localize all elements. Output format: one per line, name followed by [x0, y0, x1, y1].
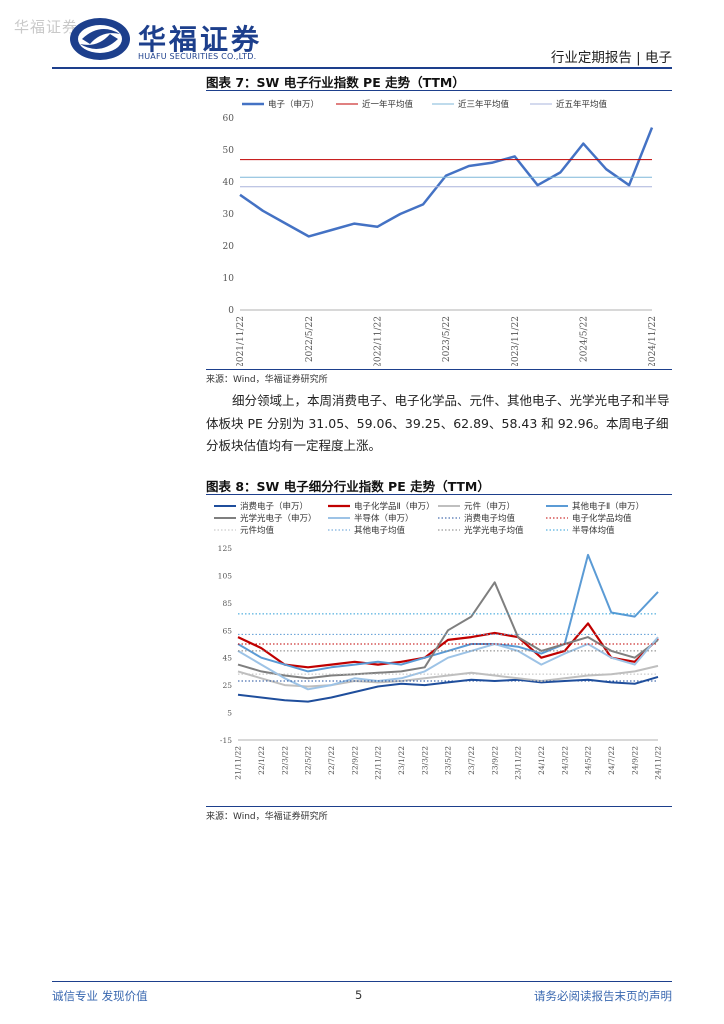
x-tick-label: 2024/11/22 — [648, 316, 658, 366]
x-tick-label: 22/11/22 — [374, 746, 383, 780]
x-tick-label: 24/3/22 — [560, 746, 569, 775]
watermark: 华福证券 — [14, 18, 79, 36]
legend-label: 近五年平均值 — [556, 99, 608, 110]
x-tick-label: 22/5/22 — [304, 746, 313, 775]
x-tick-label: 23/9/22 — [490, 746, 499, 775]
x-tick-label: 23/1/22 — [397, 746, 406, 775]
footer-slogan: 诚信专业 发现价值 — [52, 989, 148, 1003]
company-name-cn: 华福证券 — [138, 23, 263, 56]
figure8-title: 图表 8：SW 电子细分行业指数 PE 走势（TTM） — [206, 479, 490, 494]
y-tick-label: 125 — [218, 544, 233, 553]
y-tick-label: 65 — [222, 626, 232, 635]
x-tick-label: 23/3/22 — [420, 746, 429, 775]
y-tick-label: 60 — [223, 114, 235, 124]
legend-label: 元件均值 — [240, 525, 275, 536]
y-tick-label: 105 — [218, 571, 233, 580]
x-tick-label: 22/7/22 — [327, 746, 336, 775]
y-tick-label: 50 — [223, 146, 235, 156]
x-tick-label: 2022/11/22 — [373, 316, 383, 366]
y-tick-label: 5 — [227, 709, 232, 718]
y-tick-label: 40 — [223, 178, 235, 188]
figure7-title: 图表 7：SW 电子行业指数 PE 走势（TTM） — [206, 75, 465, 90]
chart-pe-subsectors: -15 5 25 45 65 85 105 125 21/11/22 22/1/22 22/3/22… — [214, 501, 663, 780]
x-tick-label: 23/11/22 — [514, 746, 523, 780]
figure8-source: 来源：Wind，华福证券研究所 — [206, 812, 328, 822]
x-tick-label: 2023/11/22 — [511, 316, 521, 366]
legend-label: 其他电子Ⅱ（申万） — [572, 501, 644, 512]
x-tick-label: 22/3/22 — [280, 746, 289, 775]
y-tick-label: 30 — [223, 210, 235, 220]
x-tick-label: 23/5/22 — [444, 746, 453, 775]
company-name-en: HUAFU SECURITIES CO.,LTD. — [138, 52, 257, 61]
y-tick-label: 0 — [228, 306, 234, 316]
legend-label: 消费电子均值 — [464, 513, 516, 524]
x-tick-label: 24/1/22 — [537, 746, 546, 775]
x-tick-label: 22/1/22 — [257, 746, 266, 775]
x-tick-label: 24/11/22 — [654, 746, 663, 780]
figure7-title-rule — [206, 90, 672, 91]
company-logo-icon — [70, 18, 130, 60]
page-number: 5 — [355, 988, 363, 1002]
x-tick-label: 24/5/22 — [584, 746, 593, 775]
figure7-bottom-rule — [206, 369, 672, 370]
x-tick-label: 2024/5/22 — [579, 316, 589, 362]
legend-label: 电子化学品均值 — [572, 513, 632, 524]
legend-label: 半导体均值 — [572, 525, 615, 536]
x-tick-label: 2021/11/22 — [236, 316, 246, 366]
x-tick-label: 21/11/22 — [234, 746, 243, 780]
figure7-source: 来源：Wind，华福证券研究所 — [206, 375, 328, 385]
legend-label: 半导体（申万） — [354, 513, 414, 524]
paragraph-text: 细分领域上，本周消费电子、电子化学品、元件、其他电子、光学光电子和半导体板块 P… — [206, 393, 670, 453]
y-tick-label: -15 — [220, 736, 232, 745]
y-tick-label: 25 — [222, 681, 232, 690]
report-type: 行业定期报告 | 电子 — [550, 50, 672, 66]
x-tick-label: 22/9/22 — [350, 746, 359, 775]
body-paragraph: 细分领域上，本周消费电子、电子化学品、元件、其他电子、光学光电子和半导体板块 P… — [206, 390, 672, 458]
legend-label: 消费电子（申万） — [240, 501, 308, 512]
figure8-bottom-rule — [206, 806, 672, 807]
series-4-line — [237, 581, 659, 680]
x-tick-label: 24/9/22 — [630, 746, 639, 775]
x-tick-label: 23/7/22 — [467, 746, 476, 775]
legend-label: 元件（申万） — [464, 501, 515, 512]
figure8-title-rule — [206, 494, 672, 495]
series-2-line — [237, 664, 659, 688]
header-divider — [52, 67, 672, 69]
x-tick-label: 2022/5/22 — [305, 316, 315, 362]
legend-label: 近一年平均值 — [362, 99, 414, 110]
x-tick-label: 24/7/22 — [607, 746, 616, 775]
legend-label: 电子（申万） — [268, 99, 319, 110]
series-0-line — [239, 127, 654, 238]
y-tick-label: 85 — [222, 599, 232, 608]
y-tick-label: 20 — [223, 242, 235, 252]
legend-label: 光学光电子（申万） — [240, 513, 317, 524]
legend-label: 电子化学品Ⅱ（申万） — [354, 501, 435, 512]
chart-pe-electronics: 0 10 20 30 40 50 60 2021/11/22 2022/5/22 2022/11/… — [223, 99, 659, 366]
footer-disclaimer: 请务必阅读报告末页的声明 — [534, 989, 672, 1003]
y-tick-label: 10 — [223, 274, 235, 284]
legend-label: 光学光电子均值 — [464, 525, 524, 536]
legend-label: 近三年平均值 — [458, 99, 510, 110]
x-tick-label: 2023/5/22 — [442, 316, 452, 362]
series-3-line — [237, 553, 659, 673]
footer-divider — [52, 981, 672, 982]
legend-label: 其他电子均值 — [354, 525, 406, 536]
series-1-line — [237, 622, 659, 669]
y-tick-label: 45 — [222, 654, 232, 663]
